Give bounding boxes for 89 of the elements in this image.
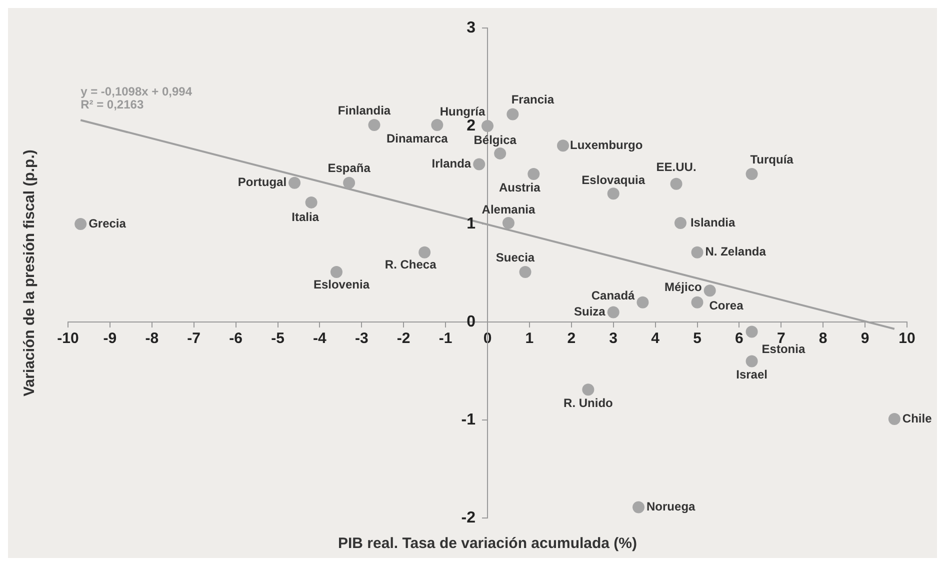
annotation: Méjico [664, 280, 702, 294]
annotation: Dinamarca [386, 131, 448, 146]
point [288, 176, 301, 189]
annotation: Austria [498, 180, 541, 194]
annotation: EE.UU. [656, 160, 696, 174]
x-tick-label: -9 [103, 330, 117, 348]
x-tick-label: -8 [145, 330, 159, 348]
x-tick-label: -3 [354, 330, 368, 348]
point [746, 168, 758, 180]
point [368, 119, 380, 132]
annotation: Alemania [482, 202, 536, 216]
y-tick-label: 3 [466, 19, 476, 36]
y-tick-label: 0 [466, 313, 476, 330]
annotation: R. Checa [384, 258, 437, 272]
x-tick-label: 9 [860, 330, 870, 348]
x-tick-label: 2 [567, 330, 576, 348]
annotation: Francia [511, 92, 554, 107]
y-tick-label: -1 [461, 411, 476, 428]
annotation: Noruega [646, 500, 696, 514]
y-tick-label: 1 [466, 215, 476, 232]
x-tick-label: 3 [609, 330, 618, 348]
x-tick-label: 4 [651, 330, 660, 348]
point [557, 140, 570, 152]
point [746, 326, 758, 338]
x-tick-label: -4 [313, 330, 328, 348]
annotation: y = -0,1098x + 0,994 [80, 84, 192, 98]
x-tick-label: -6 [229, 330, 242, 348]
annotation: Irlanda [432, 156, 472, 171]
point [418, 246, 431, 258]
x-tick-label: 1 [525, 330, 534, 348]
annotation: N. Zelanda [705, 244, 766, 259]
annotation: Hungría [440, 104, 486, 118]
point [74, 218, 87, 230]
point [607, 306, 620, 318]
point [482, 120, 494, 132]
x-tick-label: -7 [187, 330, 201, 348]
annotation: Portugal [238, 175, 287, 190]
point [691, 246, 704, 258]
annotation: Turquía [750, 152, 794, 166]
annotation: Finlandia [338, 103, 391, 118]
point [674, 217, 686, 230]
annotation: Eslovaquia [582, 172, 646, 187]
point [343, 176, 356, 189]
x-axis-title: PIB real. Tasa de variación acumulada (%) [338, 535, 638, 552]
point [305, 196, 318, 208]
point [494, 147, 506, 160]
x-tick-label: 8 [818, 330, 828, 348]
x-tick-label: -1 [438, 330, 452, 348]
x-tick-label: 5 [693, 330, 702, 348]
point [704, 284, 716, 297]
x-tick-label: 6 [735, 330, 744, 348]
annotation: Estonia [762, 342, 806, 356]
annotation: Luxemburgo [570, 138, 643, 152]
x-tick-label: -10 [57, 330, 79, 348]
point [636, 296, 649, 308]
annotation: Grecia [88, 216, 126, 230]
annotation: España [328, 161, 371, 176]
x-tick-label: 10 [898, 330, 916, 348]
point [670, 178, 682, 190]
point [632, 501, 645, 514]
point [528, 168, 540, 180]
annotation: Islandia [690, 215, 736, 230]
y-axis-title: Variación de la presión fiscal (p.p.) [21, 150, 38, 396]
annotation: Suecia [496, 250, 535, 264]
point [502, 217, 514, 230]
annotation: Corea [709, 298, 744, 313]
annotation: Suiza [574, 304, 606, 319]
annotation: Chile [902, 411, 932, 426]
point [582, 384, 594, 396]
y-tick-label: 2 [466, 117, 476, 134]
y-tick-label: -2 [461, 509, 476, 526]
point [431, 119, 444, 132]
annotation: Canadá [591, 288, 636, 303]
annotation: Italia [292, 210, 320, 224]
point [330, 266, 342, 278]
point [519, 266, 532, 278]
annotation: R. Unido [564, 396, 613, 410]
annotation: Eslovenia [313, 277, 370, 292]
x-tick-label: -5 [271, 330, 284, 348]
annotation: R² = 0,2163 [80, 97, 144, 112]
point [473, 158, 486, 170]
point [691, 296, 704, 308]
annotation: Bélgica [474, 132, 517, 147]
point [506, 108, 519, 120]
x-tick-label: -2 [396, 330, 410, 348]
point [746, 355, 758, 368]
point [888, 413, 900, 426]
point [607, 188, 620, 200]
annotation: Israel [736, 368, 768, 382]
